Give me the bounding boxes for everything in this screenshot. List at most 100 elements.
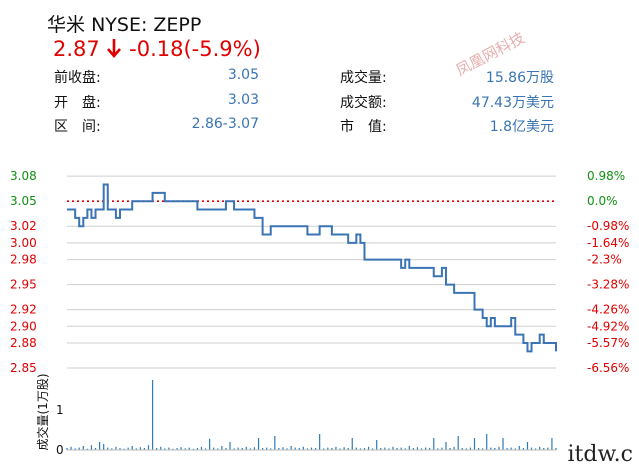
- price-axis-left: 3.08 3.05 3.02 3.00 2.98 2.95 2.92 2.90 2.88 2.85: [10, 169, 37, 375]
- percent-tick-label: -6.56%: [587, 361, 629, 375]
- volume-bar: [416, 447, 419, 450]
- volume-bar: [408, 446, 410, 450]
- volume-bar: [115, 446, 117, 450]
- volume-bar: [412, 448, 414, 450]
- volume-bar: [404, 448, 406, 450]
- percent-tick-label: 0.0%: [587, 194, 618, 208]
- stat-value-range: 2.86-3.07: [191, 116, 259, 132]
- volume-bar: [225, 448, 227, 450]
- stat-label-prev-close: 前收盘:: [54, 70, 101, 86]
- stat-label-volume: 成交量:: [340, 70, 387, 86]
- volume-bar: [119, 448, 121, 450]
- volume-bar: [294, 447, 296, 450]
- stat-value-prev-close: 3.05: [227, 67, 259, 83]
- volume-bar: [192, 448, 194, 450]
- stat-value-open: 3.03: [227, 92, 259, 108]
- volume-bar: [518, 446, 520, 450]
- price-grid: [67, 175, 556, 369]
- volume-bar: [151, 380, 154, 450]
- stat-label-turnover: 成交额:: [340, 95, 387, 111]
- percent-tick-label: -5.57%: [587, 336, 629, 350]
- volume-axis-label: 成交量(1万股): [35, 374, 50, 451]
- price-tick-label: 3.00: [10, 236, 37, 250]
- stat-label-range: 区 间:: [54, 119, 101, 135]
- volume-bar: [184, 448, 186, 450]
- volume-bar: [233, 448, 235, 450]
- volume-bar: [111, 448, 113, 450]
- volume-bar: [274, 436, 276, 450]
- volume-bar: [286, 448, 288, 450]
- volume-bar: [429, 448, 431, 450]
- volume-bar: [270, 448, 272, 450]
- volume-bar: [339, 448, 341, 450]
- volume-bar: [502, 438, 504, 450]
- price-tick-label: 2.85: [10, 361, 37, 375]
- price-tick-label: 3.08: [10, 169, 37, 183]
- price-change-percent: (-5.9%): [183, 37, 261, 61]
- volume-bar: [445, 442, 447, 450]
- volume-bar: [241, 448, 243, 450]
- percent-tick-label: -1.64%: [587, 236, 629, 250]
- volume-bar: [465, 448, 467, 450]
- volume-bar: [319, 434, 321, 450]
- volume-bar: [522, 448, 524, 450]
- volume-bar: [477, 448, 480, 450]
- corner-watermark: itdw.c: [567, 442, 634, 467]
- volume-bar: [314, 448, 317, 450]
- volume-bar: [372, 448, 374, 450]
- volume-bar: [180, 447, 182, 450]
- volume-bar: [143, 448, 146, 450]
- volume-bar: [302, 446, 304, 450]
- volume-bar: [249, 448, 251, 450]
- volume-bar: [160, 446, 162, 450]
- volume-bar: [441, 447, 443, 450]
- volume-tick-label: 1: [56, 403, 64, 417]
- volume-bar: [335, 446, 337, 450]
- volume-bar: [482, 448, 484, 450]
- volume-bar: [290, 446, 292, 450]
- volume-bar: [310, 447, 313, 450]
- volume-bar: [262, 448, 264, 450]
- volume-bar: [530, 447, 533, 450]
- volume-bar: [94, 448, 97, 450]
- percent-tick-label: -2.3%: [587, 253, 622, 267]
- volume-bar: [164, 448, 166, 450]
- volume-bar: [245, 446, 247, 450]
- volume-bar: [204, 448, 207, 450]
- volume-bar: [539, 446, 541, 450]
- volume-bar: [547, 447, 549, 450]
- volume-bar: [147, 445, 150, 450]
- volume-bar: [237, 447, 239, 450]
- volume-bar: [351, 438, 353, 450]
- price-tick-label: 3.02: [10, 219, 37, 233]
- volume-bar: [457, 436, 459, 450]
- volume-bar: [78, 447, 80, 450]
- volume-bar: [388, 448, 390, 450]
- volume-bar: [486, 434, 488, 450]
- volume-bar: [188, 447, 190, 450]
- volume-bar: [127, 447, 129, 450]
- volume-axis: 10: [56, 403, 64, 457]
- volume-bar: [400, 447, 402, 450]
- volume-bar: [376, 440, 378, 450]
- stat-value-market-cap: 1.8亿美元: [489, 119, 554, 135]
- volume-bar: [70, 446, 72, 450]
- volume-bar: [526, 442, 529, 450]
- volume-bar: [392, 446, 394, 450]
- volume-bar: [396, 448, 398, 450]
- percent-tick-label: -0.98%: [587, 219, 629, 233]
- volume-bar: [461, 448, 463, 450]
- volume-bar: [156, 448, 158, 450]
- volume-bar: [176, 448, 178, 450]
- volume-bar: [433, 438, 435, 450]
- percent-tick-label: 0.98%: [587, 169, 625, 183]
- volume-bar: [449, 448, 451, 450]
- price-tick-label: 2.90: [10, 319, 37, 333]
- volume-bar: [551, 438, 553, 450]
- volume-bars: [66, 380, 557, 451]
- volume-bar: [200, 446, 203, 450]
- volume-bar: [135, 448, 137, 450]
- volume-bar: [209, 438, 211, 450]
- current-price: 2.87: [53, 37, 100, 61]
- volume-bar: [90, 445, 93, 450]
